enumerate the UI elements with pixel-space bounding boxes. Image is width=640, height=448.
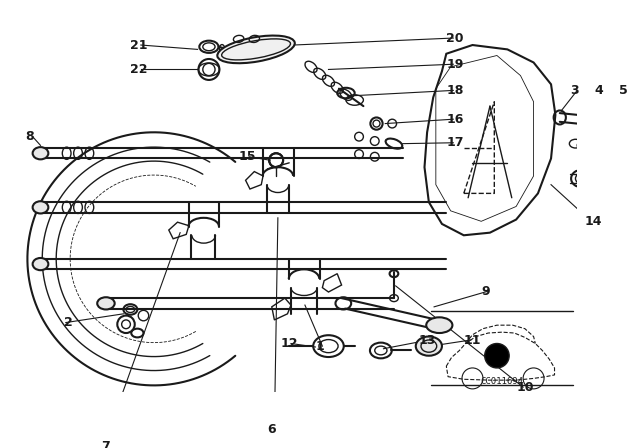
Ellipse shape — [416, 336, 442, 356]
Text: 1: 1 — [316, 340, 324, 353]
Text: 22: 22 — [131, 63, 148, 76]
Text: 6: 6 — [268, 422, 276, 435]
Text: 4: 4 — [595, 84, 604, 97]
Ellipse shape — [33, 258, 49, 270]
Text: 10: 10 — [516, 381, 534, 394]
Ellipse shape — [33, 201, 49, 213]
Text: 7: 7 — [102, 440, 110, 448]
Text: 15: 15 — [239, 150, 256, 163]
Text: 3: 3 — [570, 84, 579, 97]
Text: 8: 8 — [26, 130, 35, 143]
Text: 19: 19 — [446, 58, 464, 71]
Text: CC011694: CC011694 — [481, 376, 524, 386]
Text: 13: 13 — [419, 333, 436, 346]
Text: 9: 9 — [481, 284, 490, 297]
Text: 2: 2 — [64, 316, 73, 329]
Text: 17: 17 — [446, 136, 464, 149]
Ellipse shape — [33, 147, 49, 159]
Ellipse shape — [97, 297, 115, 310]
Ellipse shape — [426, 317, 452, 333]
Text: 18: 18 — [446, 84, 464, 97]
Text: 11: 11 — [464, 333, 481, 346]
Ellipse shape — [218, 35, 295, 63]
Text: 14: 14 — [584, 215, 602, 228]
Text: 21: 21 — [131, 39, 148, 52]
Text: 5: 5 — [619, 84, 628, 97]
Circle shape — [484, 344, 509, 368]
Text: 16: 16 — [446, 113, 464, 126]
Text: 20: 20 — [446, 31, 464, 44]
Text: 12: 12 — [280, 337, 298, 350]
